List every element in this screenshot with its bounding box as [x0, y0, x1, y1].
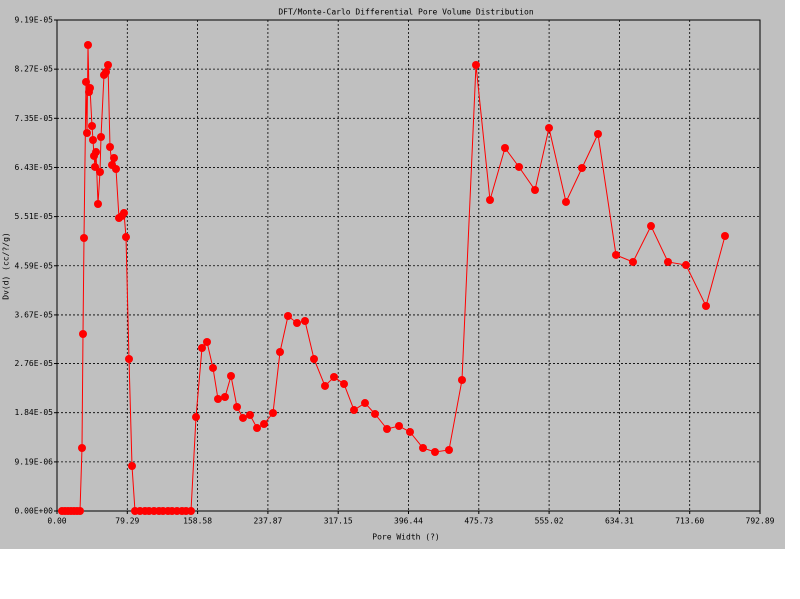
data-point [213, 395, 222, 404]
data-point [663, 257, 672, 266]
x-tick-label: 317.15 [324, 517, 353, 526]
data-point [78, 444, 87, 453]
data-point [91, 162, 100, 171]
data-point [86, 84, 95, 93]
data-point [593, 130, 602, 139]
data-point [83, 41, 92, 50]
x-tick-label: 158.58 [183, 517, 212, 526]
data-point [349, 406, 358, 415]
data-point [203, 338, 212, 347]
data-point [514, 162, 523, 171]
y-tick-label: 3.67E-05 [14, 310, 53, 319]
data-point [394, 421, 403, 430]
chart-title: DFT/Monte-Carlo Differential Pore Volume… [278, 8, 533, 17]
data-point [75, 507, 84, 515]
data-point [260, 420, 269, 429]
x-tick-label: 396.44 [394, 517, 423, 526]
data-point [111, 165, 120, 174]
data-point [320, 381, 329, 390]
data-point [102, 67, 111, 76]
data-point [500, 144, 509, 153]
data-point [220, 392, 229, 401]
data-point [92, 148, 101, 157]
data-point [681, 261, 690, 270]
data-point [246, 410, 255, 419]
data-point [457, 375, 466, 384]
data-point [120, 208, 129, 217]
data-point [720, 232, 729, 241]
x-tick-label: 792.89 [746, 517, 775, 526]
data-point [82, 77, 91, 86]
data-point [197, 343, 206, 352]
data-point [103, 60, 112, 69]
data-point [544, 123, 553, 132]
data-point [382, 424, 391, 433]
data-point [329, 373, 338, 382]
data-point [370, 409, 379, 418]
data-point [186, 507, 195, 515]
data-point [628, 257, 637, 266]
y-tick-label: 4.59E-05 [14, 261, 53, 270]
data-point [88, 135, 97, 144]
y-tick-label: 5.51E-05 [14, 212, 53, 221]
x-tick-label: 713.60 [675, 517, 704, 526]
y-tick-label: 6.43E-05 [14, 163, 53, 172]
data-point [106, 142, 115, 151]
data-point [530, 186, 539, 195]
data-point [110, 154, 119, 163]
y-tick-label: 8.27E-05 [14, 65, 53, 74]
data-point [611, 250, 620, 259]
y-tick-label: 9.19E-05 [14, 16, 53, 25]
data-point [283, 311, 292, 320]
data-point [238, 413, 247, 422]
y-axis-label: Dv(d) (cc/?/g) [2, 232, 11, 299]
data-point [93, 200, 102, 209]
data-point [561, 197, 570, 206]
x-tick-label: 555.02 [535, 517, 564, 526]
data-point [430, 448, 439, 457]
y-tick-label: 7.35E-05 [14, 114, 53, 123]
data-point [292, 318, 301, 327]
y-tick-label: 9.19E-06 [14, 457, 53, 466]
data-point [125, 354, 134, 363]
y-tick-label: 0.00E+00 [14, 507, 53, 516]
data-point [232, 402, 241, 411]
data-point [300, 317, 309, 326]
data-point [701, 301, 710, 310]
data-point [269, 409, 278, 418]
data-point [418, 444, 427, 453]
data-point [471, 60, 480, 69]
data-point [227, 371, 236, 380]
data-point [485, 195, 494, 204]
data-point [87, 122, 96, 131]
data-point [121, 233, 130, 242]
data-point [191, 413, 200, 422]
data-point [444, 445, 453, 454]
x-tick-label: 634.31 [605, 517, 634, 526]
y-tick-label: 2.76E-05 [14, 359, 53, 368]
data-point [252, 424, 261, 433]
data-point [646, 222, 655, 231]
data-point [208, 363, 217, 372]
data-point [405, 427, 414, 436]
data-point [360, 399, 369, 408]
data-point [309, 354, 318, 363]
x-tick-label: 0.00 [47, 517, 66, 526]
data-point [339, 380, 348, 389]
data-point [275, 347, 284, 356]
y-tick-label: 1.84E-05 [14, 408, 53, 417]
x-tick-label: 475.73 [464, 517, 493, 526]
data-point [128, 462, 137, 471]
data-point [78, 329, 87, 338]
data-point [79, 233, 88, 242]
x-tick-label: 237.87 [253, 517, 282, 526]
data-point [96, 168, 105, 177]
x-axis-label: Pore Width (?) [372, 533, 439, 542]
x-tick-label: 79.29 [115, 517, 139, 526]
data-point [83, 128, 92, 137]
data-point [577, 163, 586, 172]
data-point [97, 133, 106, 142]
